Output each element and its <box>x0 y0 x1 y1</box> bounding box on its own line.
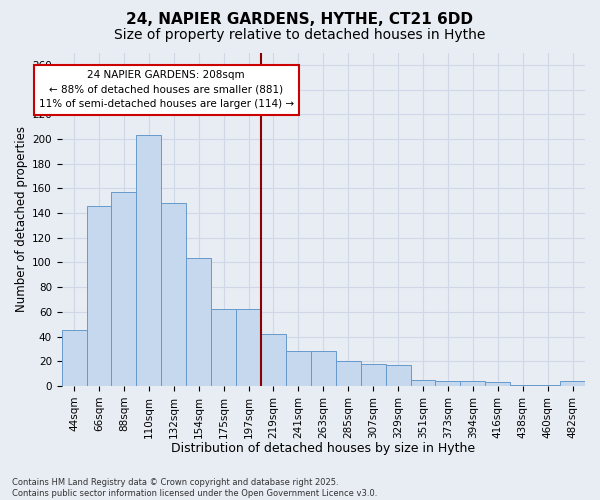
Bar <box>311 352 336 386</box>
Bar <box>62 330 86 386</box>
Bar <box>286 352 311 386</box>
Bar <box>386 365 410 386</box>
Bar <box>410 380 436 386</box>
Bar <box>560 381 585 386</box>
Bar <box>186 258 211 386</box>
Text: Contains HM Land Registry data © Crown copyright and database right 2025.
Contai: Contains HM Land Registry data © Crown c… <box>12 478 377 498</box>
Bar <box>485 382 510 386</box>
Bar <box>161 203 186 386</box>
Bar <box>361 364 386 386</box>
Bar <box>136 136 161 386</box>
Text: Size of property relative to detached houses in Hythe: Size of property relative to detached ho… <box>115 28 485 42</box>
Bar <box>460 381 485 386</box>
Bar <box>112 192 136 386</box>
Bar <box>535 385 560 386</box>
Bar <box>436 381 460 386</box>
Bar <box>261 334 286 386</box>
Bar <box>236 310 261 386</box>
Y-axis label: Number of detached properties: Number of detached properties <box>15 126 28 312</box>
Text: 24, NAPIER GARDENS, HYTHE, CT21 6DD: 24, NAPIER GARDENS, HYTHE, CT21 6DD <box>127 12 473 28</box>
Bar <box>86 206 112 386</box>
X-axis label: Distribution of detached houses by size in Hythe: Distribution of detached houses by size … <box>171 442 475 455</box>
Bar <box>211 310 236 386</box>
Text: 24 NAPIER GARDENS: 208sqm
← 88% of detached houses are smaller (881)
11% of semi: 24 NAPIER GARDENS: 208sqm ← 88% of detac… <box>39 70 294 110</box>
Bar <box>510 385 535 386</box>
Bar <box>336 362 361 386</box>
